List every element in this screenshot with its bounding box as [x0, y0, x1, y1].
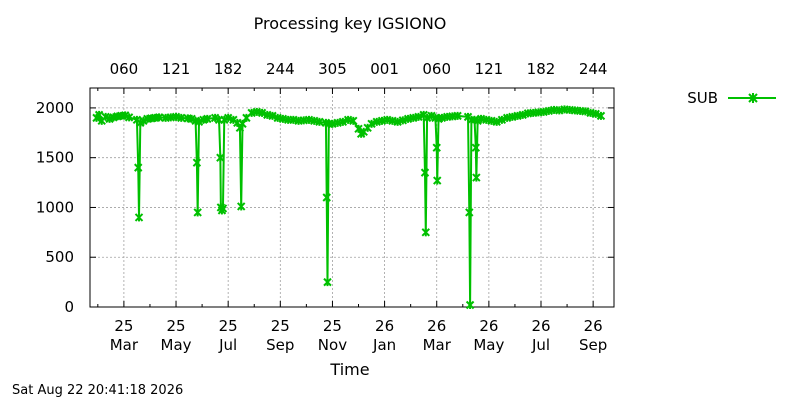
- data-point: [124, 113, 134, 122]
- data-point: [192, 158, 202, 167]
- x-tick-label-month: Sep: [266, 336, 294, 354]
- x-tick-label-month: May: [161, 336, 192, 354]
- data-point: [338, 117, 348, 127]
- x2-tick-label: 121: [475, 60, 504, 78]
- x2-tick-label: 121: [162, 60, 191, 78]
- axis-layer: 050010001500200025Mar25May25Jul25Sep25No…: [36, 60, 615, 354]
- data-point: [323, 277, 332, 287]
- data-point: [432, 143, 441, 152]
- data-point: [193, 208, 202, 217]
- x-tick-label-month: Jul: [531, 336, 550, 354]
- data-point: [349, 116, 358, 126]
- series-line-sub: [95, 108, 602, 306]
- data-point: [422, 113, 432, 123]
- x-tick-label-year: 26: [584, 317, 603, 335]
- y-tick-label: 500: [45, 248, 74, 266]
- data-point: [471, 143, 481, 152]
- plot-border: [89, 87, 615, 308]
- x-tick-label-year: 25: [166, 317, 185, 335]
- x-tick-label-month: Jan: [372, 336, 396, 354]
- y-tick-label: 0: [64, 298, 74, 316]
- x-tick-label-year: 25: [114, 317, 133, 335]
- data-point: [268, 111, 277, 121]
- legend: SUB: [687, 89, 776, 107]
- data-point: [238, 119, 247, 129]
- data-point: [315, 117, 324, 127]
- x2-tick-label: 060: [422, 60, 451, 78]
- data-point: [203, 114, 212, 124]
- data-point: [154, 113, 164, 122]
- data-point: [322, 193, 331, 202]
- x2-tick-label: 182: [214, 60, 243, 78]
- x-tick-label-year: 26: [375, 317, 394, 335]
- x-tick-label-year: 26: [427, 317, 446, 335]
- data-point: [177, 113, 186, 123]
- data-point: [216, 153, 225, 162]
- data-point: [453, 111, 462, 121]
- data-point: [218, 204, 228, 213]
- data-point: [433, 176, 442, 185]
- chart-title: Processing key IGSIONO: [254, 14, 447, 33]
- data-point: [472, 173, 481, 182]
- x-tick-label-month: Jul: [218, 336, 237, 354]
- data-point: [414, 112, 423, 122]
- data-point: [465, 208, 474, 217]
- x2-tick-label: 182: [527, 60, 556, 78]
- x2-tick-label: 060: [110, 60, 139, 78]
- data-point: [134, 163, 143, 172]
- x2-tick-label: 305: [318, 60, 347, 78]
- data-point: [367, 119, 376, 129]
- x-tick-label-year: 26: [531, 317, 550, 335]
- series-layer: [92, 105, 606, 310]
- y-tick-label: 2000: [36, 99, 74, 117]
- data-point: [497, 115, 507, 125]
- x2-tick-label: 244: [579, 60, 608, 78]
- x-tick-label-year: 26: [479, 317, 498, 335]
- data-point: [421, 228, 430, 237]
- legend-marker-sub: [748, 93, 758, 103]
- data-point: [492, 117, 501, 127]
- data-point: [194, 117, 204, 127]
- x-tick-label-month: Nov: [318, 336, 347, 354]
- x-tick-label-month: Mar: [110, 336, 139, 354]
- y-tick-label: 1500: [36, 149, 74, 167]
- data-point: [223, 113, 233, 123]
- data-point: [134, 213, 144, 222]
- data-point: [236, 202, 246, 211]
- data-point: [596, 111, 606, 121]
- data-point: [257, 108, 267, 118]
- x2-tick-label: 001: [370, 60, 399, 78]
- legend-label-sub: SUB: [687, 89, 718, 107]
- x-axis-label: Time: [329, 360, 369, 379]
- x-tick-label-month: Mar: [423, 336, 452, 354]
- data-point: [420, 168, 430, 177]
- data-point: [591, 109, 600, 119]
- x2-tick-label: 244: [266, 60, 295, 78]
- data-point: [465, 300, 475, 310]
- x-tick-label-year: 25: [219, 317, 238, 335]
- x-tick-label-year: 25: [271, 317, 290, 335]
- timestamp-footer: Sat Aug 22 20:41:18 2026: [12, 383, 183, 398]
- x-tick-label-month: May: [473, 336, 504, 354]
- x-tick-label-month: Sep: [579, 336, 607, 354]
- y-tick-label: 1000: [36, 198, 74, 216]
- x-tick-label-year: 25: [323, 317, 342, 335]
